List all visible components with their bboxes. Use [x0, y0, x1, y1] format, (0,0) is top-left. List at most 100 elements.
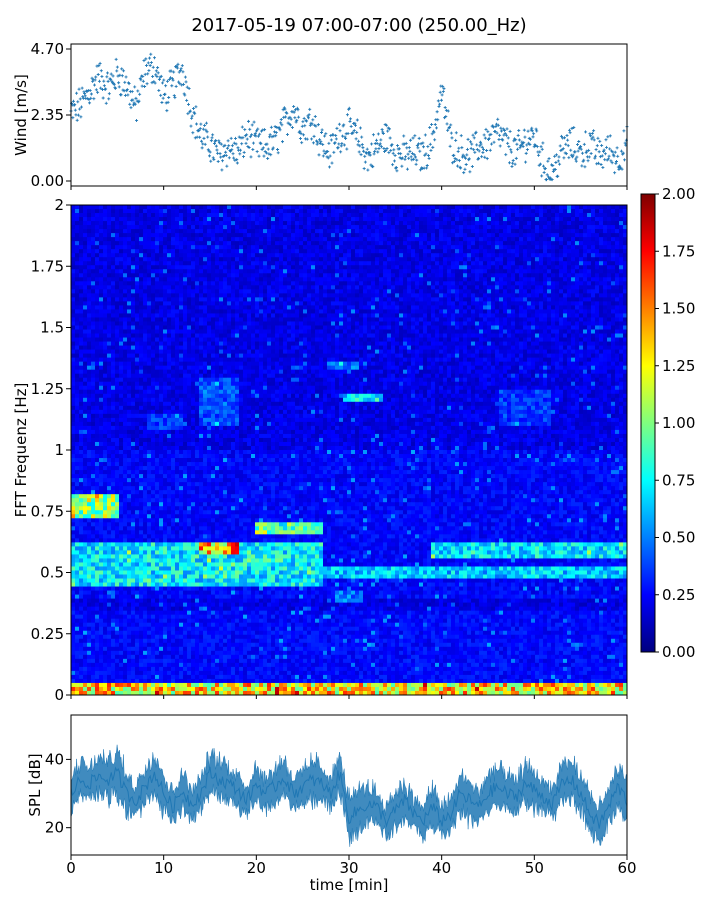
spectrogram-cell — [235, 233, 240, 238]
spectrogram-cell — [319, 273, 324, 278]
spectrogram-cell — [367, 253, 372, 258]
spectrogram-cell — [367, 261, 372, 266]
spectrogram-cell — [551, 309, 556, 314]
spectrogram-cell — [447, 305, 452, 310]
spectrogram-cell — [547, 289, 552, 294]
spectrogram-cell — [491, 229, 496, 234]
spectrogram-cell — [271, 229, 276, 234]
spectrogram-cell — [567, 269, 572, 274]
wind-series — [69, 52, 629, 182]
spectrogram-cell — [143, 313, 148, 318]
wind-point — [303, 124, 307, 128]
spectrogram-cell — [415, 221, 420, 226]
spectrogram-cell — [547, 265, 552, 270]
spectrogram-cell — [435, 221, 440, 226]
spectrogram-cell — [279, 305, 284, 310]
spectrogram-cell — [163, 245, 168, 250]
spectrogram-cell — [91, 285, 96, 290]
spectrogram-cell — [519, 221, 524, 226]
spectrogram-cell — [475, 277, 480, 282]
spectrogram-cell — [507, 309, 512, 314]
spectrogram-cell — [199, 253, 204, 258]
spectrogram-cell — [371, 205, 376, 210]
spectrogram-cell — [191, 245, 196, 250]
spectrogram-cell — [343, 285, 348, 290]
spectrogram-cell — [339, 297, 344, 302]
wind-point — [227, 156, 231, 160]
wind-point — [157, 88, 161, 92]
spectrogram-cell — [211, 313, 216, 318]
spectrogram-cell — [319, 241, 324, 246]
spectrogram-cell — [615, 213, 620, 218]
spectrogram-cell — [503, 265, 508, 270]
wind-point — [501, 138, 505, 142]
spectrogram-cell — [147, 249, 152, 254]
spectrogram-cell — [123, 277, 128, 282]
spectrogram-cell — [555, 301, 560, 306]
spectrogram-cell — [235, 285, 240, 290]
spectrogram-cell — [331, 277, 336, 282]
spectrogram-cell — [251, 237, 256, 242]
spectrogram-cell — [359, 253, 364, 258]
wind-point — [441, 84, 445, 88]
spectrogram-cell — [619, 309, 624, 314]
spectrogram-cell — [199, 289, 204, 294]
spectrogram-cell — [383, 309, 388, 314]
spectrogram-cell — [283, 237, 288, 242]
spectrogram-cell — [287, 221, 292, 226]
spectrogram-cell — [319, 245, 324, 250]
spectrogram-cell — [131, 213, 136, 218]
wind-point — [83, 94, 87, 98]
spectrogram-cell — [451, 229, 456, 234]
spectrogram-cell — [327, 217, 332, 222]
wind-point — [443, 106, 447, 110]
wind-point — [223, 143, 227, 147]
wind-point — [139, 78, 143, 82]
spectrogram-cell — [379, 269, 384, 274]
spectrogram-cell — [427, 317, 432, 322]
spectrogram-cell — [335, 221, 340, 226]
spectrogram-cell — [351, 293, 356, 298]
spectrogram-cell — [511, 253, 516, 258]
spectrogram-cell — [271, 277, 276, 282]
spectrogram-cell — [439, 301, 444, 306]
spectrogram-cell — [247, 277, 252, 282]
spectrogram-cell — [571, 297, 576, 302]
spectrogram-cell — [239, 217, 244, 222]
spectrogram-cell — [159, 217, 164, 222]
spectrogram-cell — [579, 313, 584, 318]
spectrogram-cell — [87, 229, 92, 234]
spectrogram-cell — [259, 273, 264, 278]
spectrogram-cell — [247, 321, 252, 326]
spectrogram-cell — [83, 265, 88, 270]
spectrogram-cell — [467, 253, 472, 258]
spectrogram-cell — [75, 229, 80, 234]
spectrogram-cell — [395, 241, 400, 246]
spectrogram-cell — [607, 277, 612, 282]
spectrogram-cell — [335, 205, 340, 210]
spectrogram-cell — [475, 213, 480, 218]
spectrogram-cell — [587, 289, 592, 294]
spectrogram-cell — [87, 221, 92, 226]
spectrogram-cell — [447, 221, 452, 226]
spectrogram-cell — [487, 273, 492, 278]
spectrogram-cell — [339, 317, 344, 322]
spectrogram-cell — [363, 209, 368, 214]
spectrogram-cell — [479, 265, 484, 270]
spectrogram-cell — [191, 301, 196, 306]
spectrogram-cell — [279, 313, 284, 318]
spectrogram-cell — [591, 221, 596, 226]
spectrogram-cell — [95, 301, 100, 306]
spectrogram-cell — [139, 301, 144, 306]
spectrogram-cell — [451, 225, 456, 230]
spectrogram-cell — [579, 301, 584, 306]
wind-point — [400, 156, 404, 160]
spectrogram-cell — [443, 293, 448, 298]
spectrogram-cell — [527, 221, 532, 226]
spectrogram-cell — [455, 245, 460, 250]
spectrogram-cell — [359, 301, 364, 306]
wind-point — [388, 136, 392, 140]
spectrogram-cell — [127, 317, 132, 322]
spectrogram-cell — [447, 301, 452, 306]
spectrogram-cell — [347, 301, 352, 306]
